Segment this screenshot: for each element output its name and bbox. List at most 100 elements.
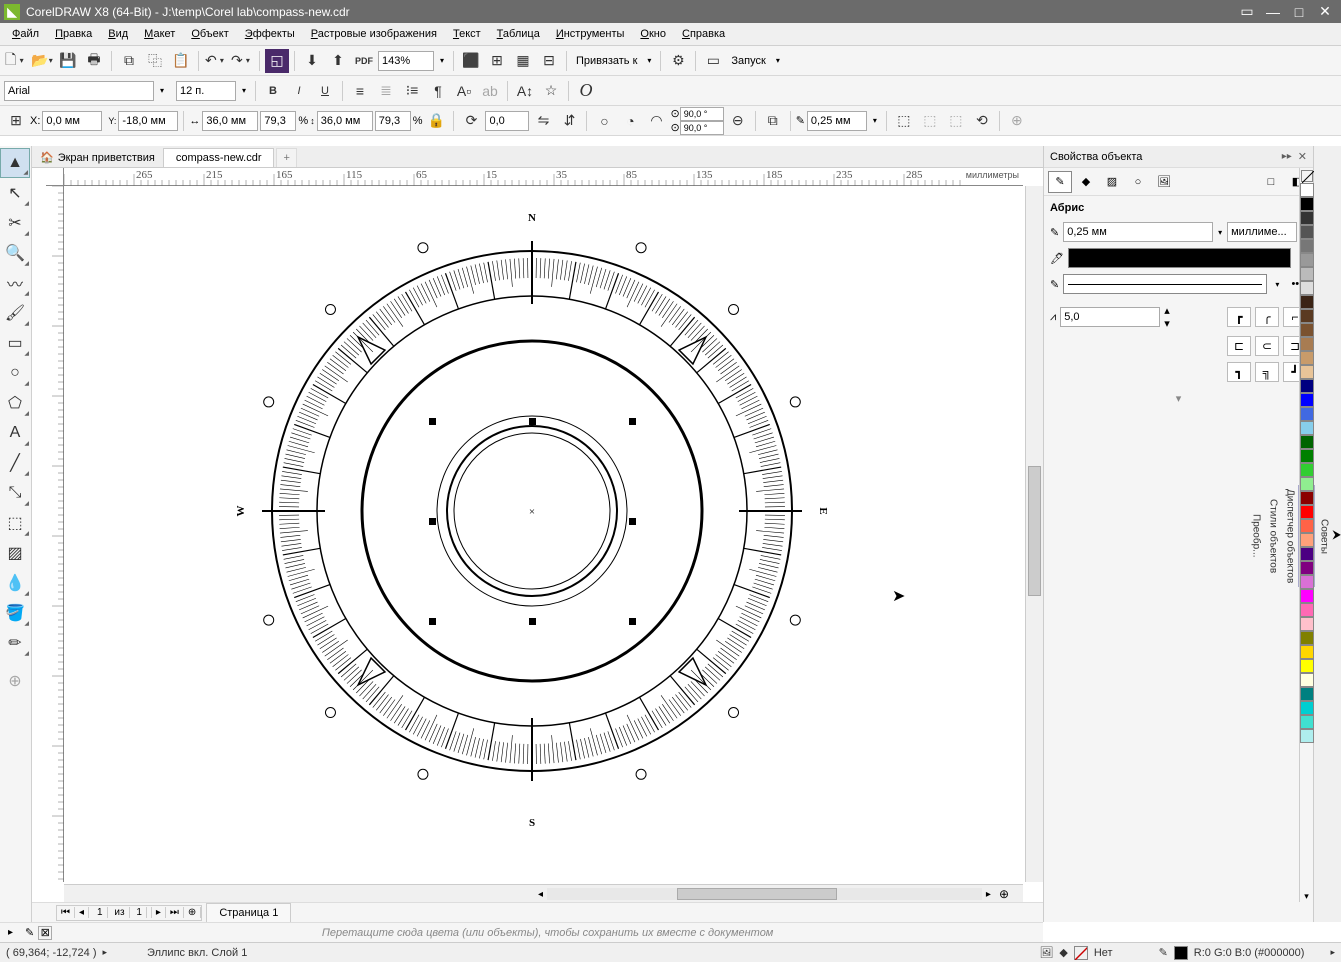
pdf-button[interactable]: PDF xyxy=(352,49,376,73)
menu-file[interactable]: Файл xyxy=(4,25,47,43)
w-input[interactable] xyxy=(202,111,258,131)
menu-edit[interactable]: Правка xyxy=(47,25,100,43)
arc-button[interactable]: ◠ xyxy=(644,109,668,133)
connector-tool[interactable]: ⤡◢ xyxy=(0,478,30,508)
export-button[interactable]: ⬆ xyxy=(326,49,350,73)
underline-button[interactable]: U xyxy=(313,79,337,103)
tab-welcome[interactable]: 🏠 Экран приветствия xyxy=(32,148,163,167)
page-tab[interactable]: Страница 1 xyxy=(206,903,291,923)
minimize-button[interactable]: — xyxy=(1261,3,1285,21)
props-expand[interactable]: ▾ xyxy=(1050,392,1307,405)
menu-tools[interactable]: Инструменты xyxy=(548,25,633,43)
bullets-button[interactable]: ⁝≡ xyxy=(400,79,424,103)
color-swatch[interactable] xyxy=(1300,435,1314,449)
dropper-tool[interactable]: ⬚◢ xyxy=(0,508,30,538)
color-swatch[interactable] xyxy=(1300,225,1314,239)
import-button[interactable]: ⬇ xyxy=(300,49,324,73)
color-swatch[interactable] xyxy=(1300,253,1314,267)
selection-handle[interactable] xyxy=(629,618,636,625)
bold-button[interactable]: B xyxy=(261,79,285,103)
transparency-tool[interactable]: ▨ xyxy=(0,538,30,568)
miter-up[interactable]: ▴ xyxy=(1164,304,1170,317)
color-swatch[interactable] xyxy=(1300,351,1314,365)
dimension-tool[interactable]: ╱◢ xyxy=(0,448,30,478)
search-content-button[interactable]: ◱ xyxy=(265,49,289,73)
scrollbar-horizontal[interactable]: ◂ ▸ ⊕ xyxy=(64,884,1023,902)
page-next[interactable]: ▸ xyxy=(152,907,166,918)
props-tab-transparency[interactable]: ▨ xyxy=(1100,171,1124,193)
page-prev[interactable]: ◂ xyxy=(75,907,89,918)
color-swatch[interactable] xyxy=(1300,407,1314,421)
star-button[interactable]: ☆ xyxy=(539,79,563,103)
ellipse-button[interactable]: ○ xyxy=(592,109,616,133)
color-swatch[interactable] xyxy=(1300,491,1314,505)
options-button[interactable]: ⚙ xyxy=(666,49,690,73)
drawing-canvas[interactable]: NSEW× ➤ xyxy=(64,186,1023,882)
color-swatch[interactable] xyxy=(1300,631,1314,645)
outline-dropdown[interactable]: ▾ xyxy=(869,116,881,125)
menu-object[interactable]: Объект xyxy=(183,25,236,43)
selection-handle[interactable] xyxy=(529,618,536,625)
color-swatch[interactable] xyxy=(1300,211,1314,225)
props-tab-outline[interactable]: ✎ xyxy=(1048,171,1072,193)
color-swatch[interactable] xyxy=(1300,379,1314,393)
snap-label[interactable]: Привязать к xyxy=(572,55,641,67)
align-button[interactable]: ≡ xyxy=(348,79,372,103)
dropcap-button[interactable]: ¶ xyxy=(426,79,450,103)
color-swatch[interactable] xyxy=(1300,477,1314,491)
outline-tool[interactable]: ✏◢ xyxy=(0,628,30,658)
props-tab-ellipse[interactable]: ○ xyxy=(1126,171,1150,193)
color-swatch[interactable] xyxy=(1300,701,1314,715)
fontsize-input[interactable] xyxy=(176,81,236,101)
status-fill-swatch[interactable] xyxy=(1074,946,1088,960)
undo-button[interactable]: ↶▾ xyxy=(204,49,228,73)
y-input[interactable] xyxy=(118,111,178,131)
end-angle-input[interactable] xyxy=(680,121,724,135)
paste-button[interactable]: 📋 xyxy=(169,49,193,73)
color-swatch[interactable] xyxy=(1300,365,1314,379)
scroll-left[interactable]: ◂ xyxy=(534,889,547,900)
pos-center[interactable]: ╗ xyxy=(1255,362,1279,382)
outline-style-field[interactable] xyxy=(1063,274,1267,294)
new-button[interactable]: 🗋▾ xyxy=(4,49,28,73)
color-swatch[interactable] xyxy=(1300,393,1314,407)
color-swatch[interactable] xyxy=(1300,197,1314,211)
selection-handle[interactable] xyxy=(629,518,636,525)
miter-down[interactable]: ▾ xyxy=(1164,317,1170,330)
miter-field[interactable] xyxy=(1060,307,1160,327)
color-swatch[interactable] xyxy=(1300,687,1314,701)
open-button[interactable]: 📂▾ xyxy=(30,49,54,73)
text-tool[interactable]: A◢ xyxy=(0,418,30,448)
rulers-button[interactable]: ⊞ xyxy=(485,49,509,73)
status-expand[interactable]: ▸ xyxy=(1330,947,1335,958)
menu-bitmaps[interactable]: Растровые изображения xyxy=(303,25,445,43)
menu-window[interactable]: Окно xyxy=(632,25,674,43)
menu-view[interactable]: Вид xyxy=(100,25,136,43)
fill-tool[interactable]: 🪣◢ xyxy=(0,598,30,628)
copy-button[interactable]: ⿻ xyxy=(143,49,167,73)
menu-table[interactable]: Таблица xyxy=(489,25,548,43)
corner-miter[interactable]: ┏ xyxy=(1227,307,1251,327)
palette-scroll-down[interactable]: ▾ xyxy=(1304,891,1309,902)
selection-handle[interactable] xyxy=(529,418,536,425)
scroll-thumb-v[interactable] xyxy=(1028,466,1041,596)
launch-icon[interactable]: ▭ xyxy=(701,49,725,73)
glyph-button[interactable]: O xyxy=(574,79,598,103)
ruler-vertical[interactable] xyxy=(46,186,64,882)
side-tab-object-manager[interactable]: Диспетчер объектов xyxy=(1281,480,1298,592)
outline-width-field[interactable] xyxy=(1063,222,1213,242)
cut-button[interactable]: ⧉ xyxy=(117,49,141,73)
status-proof-icon[interactable]: 🖼 xyxy=(1039,946,1053,959)
no-color-swatch[interactable] xyxy=(1301,170,1313,182)
ruler-corner[interactable] xyxy=(46,168,64,186)
color-swatch[interactable] xyxy=(1300,673,1314,687)
selection-handle[interactable] xyxy=(429,518,436,525)
direction-button[interactable]: ⊖ xyxy=(726,109,750,133)
page-add[interactable]: ⊕ xyxy=(184,907,201,918)
tab-document[interactable]: compass-new.cdr xyxy=(163,148,275,167)
add-tool-button[interactable]: ⊕ xyxy=(0,666,30,696)
color-swatch[interactable] xyxy=(1300,645,1314,659)
color-swatch[interactable] xyxy=(1300,183,1314,197)
color-swatch[interactable] xyxy=(1300,421,1314,435)
fullscreen-button[interactable]: ⬛ xyxy=(459,49,483,73)
